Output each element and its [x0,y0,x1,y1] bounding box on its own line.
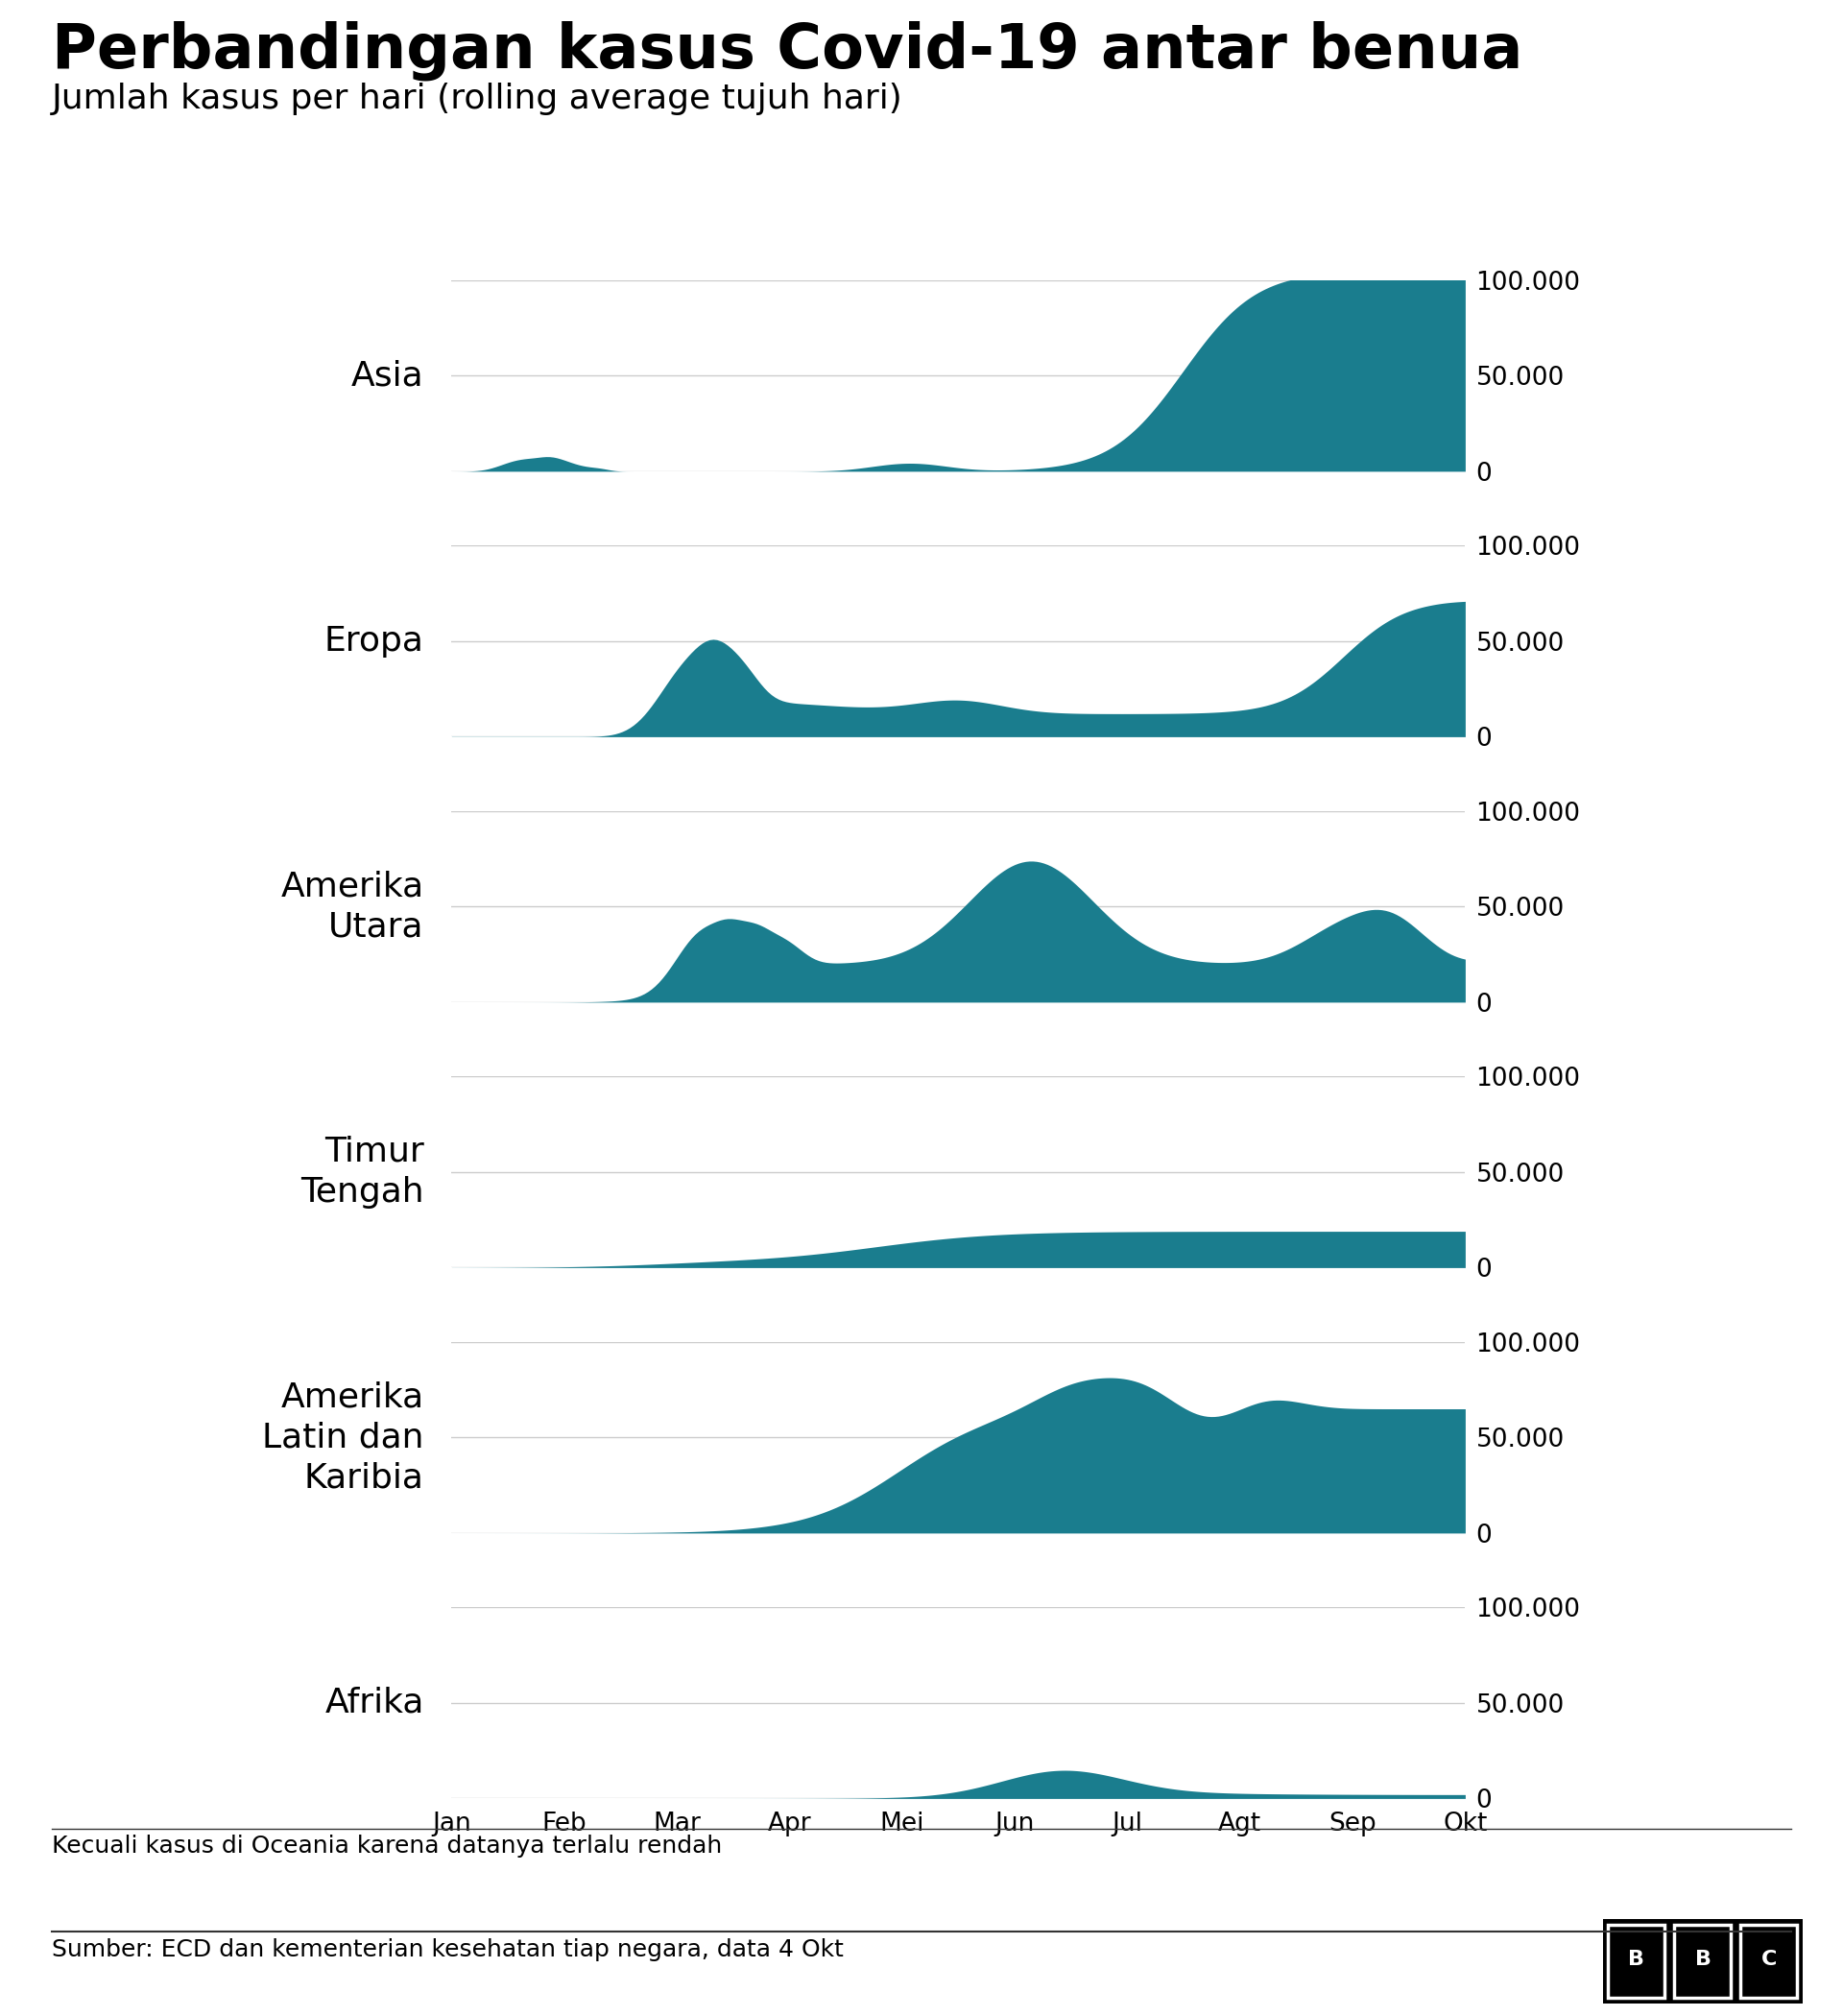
Text: Timur
Tengah: Timur Tengah [300,1135,424,1208]
Text: Kecuali kasus di Oceania karena datanya terlalu rendah: Kecuali kasus di Oceania karena datanya … [52,1835,722,1857]
Text: Amerika
Utara: Amerika Utara [280,871,424,943]
Text: Asia: Asia [352,359,424,391]
Bar [1673,1925,1731,1998]
Text: Afrika: Afrika [324,1687,424,1720]
Text: B: B [1629,1949,1644,1970]
Text: C: C [1762,1949,1777,1970]
Text: Amerika
Latin dan
Karibia: Amerika Latin dan Karibia [262,1381,424,1494]
Text: Jumlah kasus per hari (rolling average tujuh hari): Jumlah kasus per hari (rolling average t… [52,83,903,115]
Text: Eropa: Eropa [324,625,424,657]
Text: Perbandingan kasus Covid-19 antar benua: Perbandingan kasus Covid-19 antar benua [52,20,1522,81]
Text: Sumber: ECD dan kementerian kesehatan tiap negara, data 4 Okt: Sumber: ECD dan kementerian kesehatan ti… [52,1937,844,1962]
Bar [1740,1925,1797,1998]
Text: B: B [1696,1949,1710,1970]
Bar [1607,1925,1664,1998]
